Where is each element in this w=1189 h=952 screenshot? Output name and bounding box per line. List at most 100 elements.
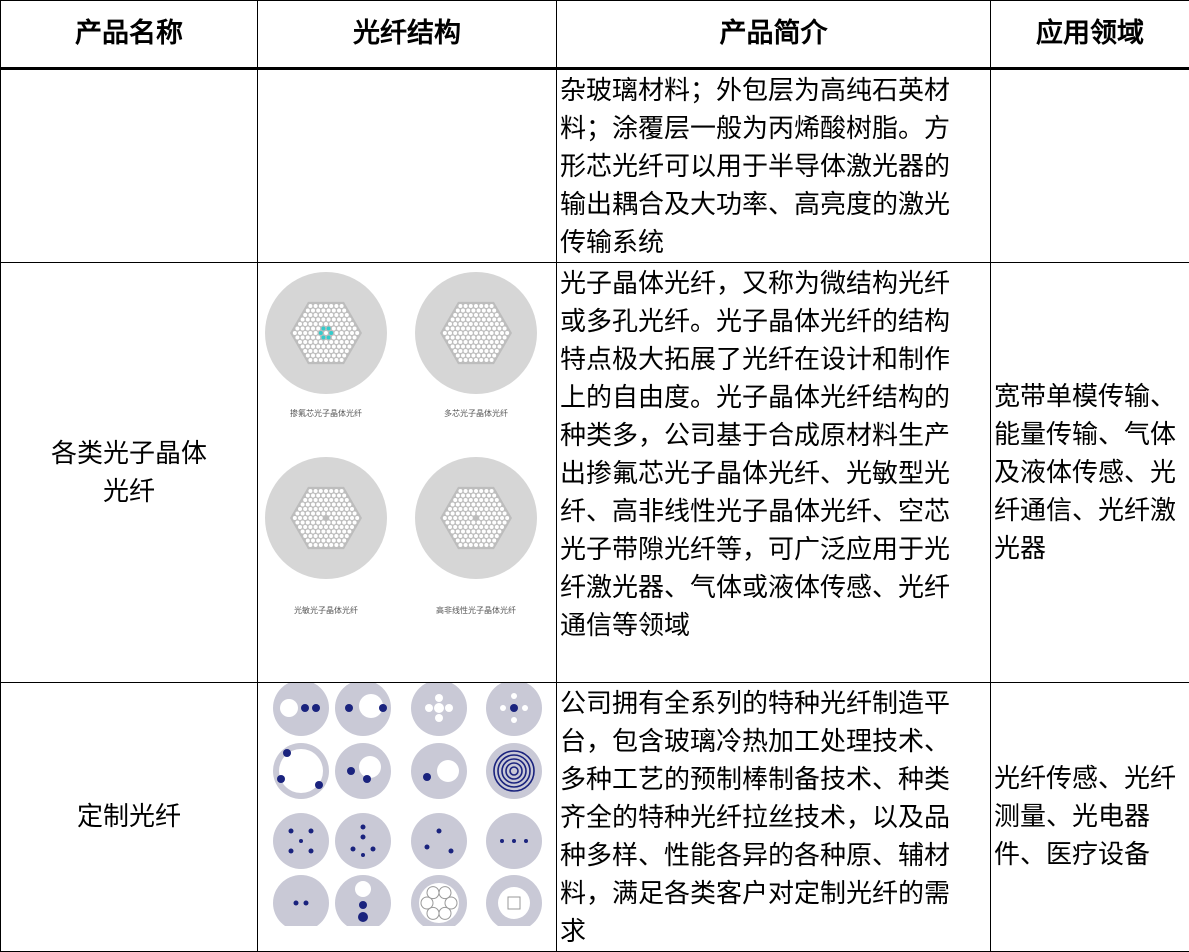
shape: [500, 331, 504, 335]
header-row: 产品名称 光纤结构 产品简介 应用领域: [1, 1, 1189, 69]
shape: [495, 331, 499, 335]
shape: [306, 326, 310, 330]
text-line: 测量、光电器: [994, 798, 1186, 836]
shape: [314, 304, 318, 308]
shape: [479, 322, 483, 326]
structure-cell: 掺氟芯光子晶体光纤 多芯光子晶体光纤 光敏光子晶体光纤 高非线性光子晶体光纤: [258, 263, 557, 683]
shape: [353, 326, 357, 330]
shape: [471, 308, 475, 312]
shape: [453, 516, 457, 520]
shape: [492, 521, 496, 525]
shape: [314, 489, 318, 493]
shape: [456, 336, 460, 340]
shape: [332, 539, 336, 543]
name-cell: 定制光纤: [1, 683, 258, 952]
shape: [487, 493, 491, 497]
shape: [458, 498, 462, 502]
shape: [453, 534, 457, 538]
shape: [464, 304, 468, 308]
shape: [309, 829, 314, 834]
shape: [490, 525, 494, 529]
caption: 多芯光子晶体光纤: [444, 408, 508, 418]
text-line: 定制光纤: [4, 798, 254, 836]
shape: [319, 525, 323, 529]
shape: [448, 507, 452, 511]
shape: [337, 511, 341, 515]
shape: [277, 775, 285, 783]
shape: [361, 853, 365, 857]
shape: [345, 313, 349, 317]
shape: [445, 521, 449, 525]
text-line: 光纤: [4, 473, 254, 511]
shape: [453, 507, 457, 511]
shape: [347, 336, 351, 340]
shape: [437, 829, 442, 834]
shape: [342, 530, 346, 534]
shape: [490, 543, 494, 547]
shape: [319, 507, 323, 511]
shape: [500, 525, 504, 529]
shape: [471, 511, 475, 515]
shape: [474, 304, 478, 308]
shape: [316, 345, 320, 349]
shape: [458, 516, 462, 520]
shape: [308, 534, 312, 538]
shape: [495, 516, 499, 520]
shape: [479, 304, 483, 308]
row: 杂玻璃材料；外包层为高纯石英材料；涂覆层一般为丙烯酸树脂。方形芯光纤可以用于半导…: [1, 69, 1189, 263]
text-line: 公司拥有全系列的特种光纤制造平: [560, 685, 987, 723]
shape: [303, 507, 307, 511]
shape: [461, 308, 465, 312]
shape: [311, 326, 315, 330]
shape: [289, 849, 294, 854]
shape: [303, 498, 307, 502]
shape: [332, 530, 336, 534]
shape: [303, 313, 307, 317]
shape: [458, 358, 462, 362]
shape: [490, 304, 494, 308]
shape: [347, 521, 351, 525]
shape: [492, 345, 496, 349]
shape: [298, 340, 302, 344]
shape: [324, 349, 328, 353]
shape: [314, 498, 318, 502]
shape: [324, 340, 328, 344]
text-line: 各类光子晶体: [4, 435, 254, 473]
shape: [451, 326, 455, 330]
shape: [497, 511, 501, 515]
shape: [347, 530, 351, 534]
text-line: 种多样、性能各异的各种原、辅材: [560, 837, 987, 875]
shape: [477, 345, 481, 349]
shape: [321, 530, 325, 534]
text-line: 宽带单模传输、: [994, 378, 1186, 416]
shape: [456, 502, 460, 506]
shape: [311, 511, 315, 515]
shape: [449, 849, 454, 854]
shape: [345, 704, 353, 712]
shape: [471, 326, 475, 330]
text-line: 形芯光纤可以用于半导体激光器的: [560, 148, 987, 186]
shape: [458, 543, 462, 547]
shape: [324, 525, 328, 529]
shape: [347, 345, 351, 349]
shape: [464, 543, 468, 547]
shape: [327, 317, 331, 321]
shape: [487, 511, 491, 515]
shape: [345, 331, 349, 335]
shape: [295, 326, 299, 330]
shape: [497, 502, 501, 506]
shape: [479, 340, 483, 344]
shape: [500, 705, 506, 711]
header-cell: 应用领域: [991, 1, 1189, 69]
shape: [512, 839, 516, 843]
shape: [456, 317, 460, 321]
shape: [461, 539, 465, 543]
shape: [497, 530, 501, 534]
text-line: 上的自由度。光子晶体光纤结构的: [560, 379, 987, 417]
shape: [303, 349, 307, 353]
shape: [484, 340, 488, 344]
shape: [461, 502, 465, 506]
shape: [332, 493, 336, 497]
shape: [466, 317, 470, 321]
